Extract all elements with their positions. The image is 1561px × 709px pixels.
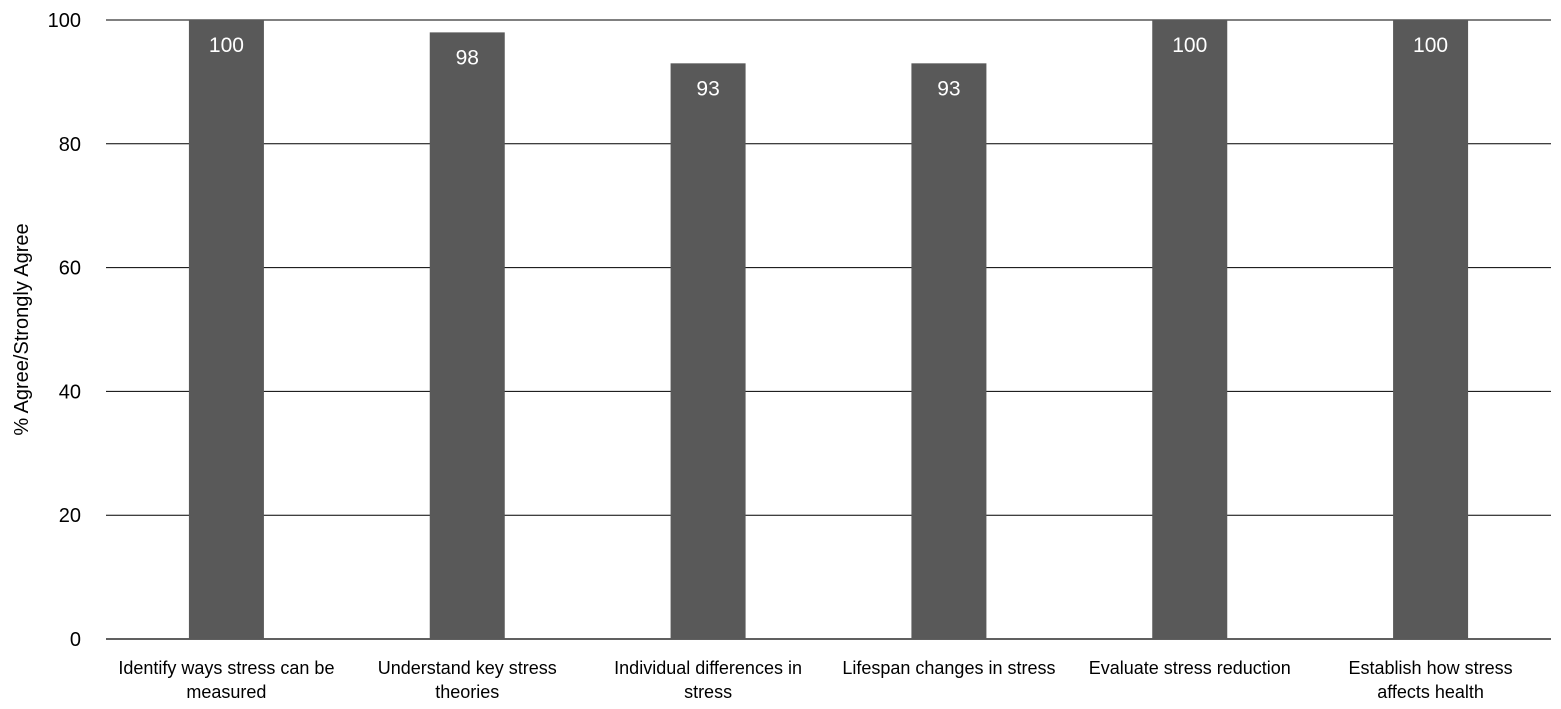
x-axis-categories: Identify ways stress can be measured Under… xyxy=(118,658,1512,702)
y-tick-label: 20 xyxy=(59,505,81,527)
bar-value-label: 98 xyxy=(456,46,479,69)
y-tick-label: 60 xyxy=(59,258,81,280)
y-tick-label: 100 xyxy=(48,10,81,32)
bar-value-label: 93 xyxy=(937,77,960,100)
bar xyxy=(188,20,264,639)
x-category-label: Evaluate stress reduction xyxy=(1089,658,1291,678)
gridlines xyxy=(106,19,1551,640)
x-category-label: Understand key stress theories xyxy=(378,658,557,702)
y-axis-ticks: 0 20 40 60 80 100 xyxy=(48,10,81,651)
bar xyxy=(911,63,987,639)
data-labels: 100 98 93 93 100 100 xyxy=(209,34,1448,100)
x-category-label: Lifespan changes in stress xyxy=(842,658,1055,678)
y-tick-label: 40 xyxy=(59,381,81,403)
bar xyxy=(429,32,505,639)
x-category-label: Individual differences in stress xyxy=(614,658,802,702)
bar-value-label: 100 xyxy=(209,34,244,57)
bar xyxy=(1393,20,1469,639)
x-category-label: Establish how stress affects health xyxy=(1349,658,1513,702)
y-tick-label: 80 xyxy=(59,134,81,156)
x-category-label: Identify ways stress can be measured xyxy=(118,658,334,702)
y-tick-label: 0 xyxy=(70,629,81,651)
bar-value-label: 93 xyxy=(696,77,719,100)
bar-value-label: 100 xyxy=(1172,34,1207,57)
y-axis-title: % Agree/Strongly Agree xyxy=(11,223,33,435)
bar xyxy=(670,63,746,639)
bar xyxy=(1152,20,1228,639)
bars xyxy=(188,20,1469,639)
bar-value-label: 100 xyxy=(1413,34,1448,57)
